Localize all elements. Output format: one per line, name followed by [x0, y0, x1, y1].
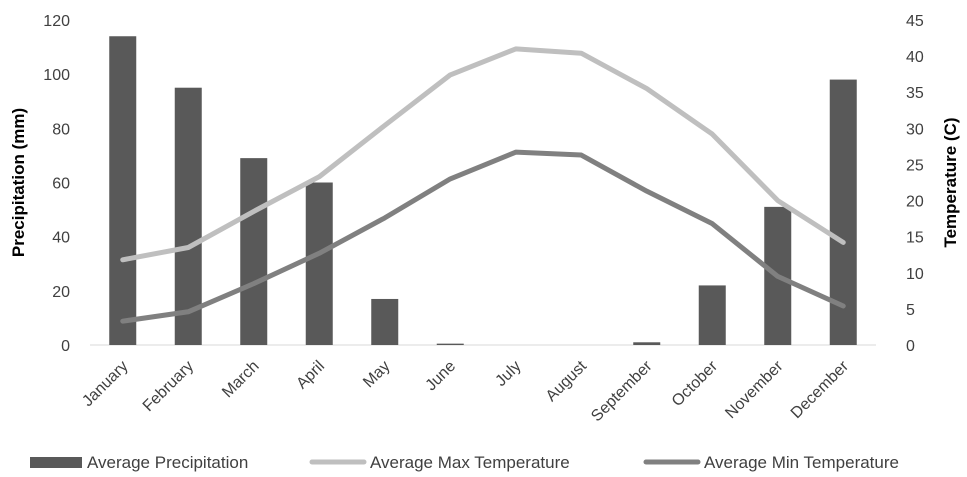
x-tick-label: January — [79, 358, 131, 410]
bar-precipitation — [240, 158, 268, 345]
x-tick-label: February — [140, 358, 197, 415]
y-left-tick-label: 20 — [52, 284, 70, 301]
y-right-tick-label: 10 — [906, 266, 924, 283]
line-max-temperature — [120, 46, 846, 263]
x-tick-label: April — [293, 358, 328, 393]
x-tick-label: May — [360, 358, 393, 391]
bar-precipitation — [698, 285, 726, 345]
y-right-tick-label: 20 — [906, 194, 924, 211]
bar-precipitation — [174, 87, 202, 345]
x-tick-label: March — [219, 358, 262, 401]
legend-min-temperature-label: Average Min Temperature — [704, 453, 899, 472]
legend-precipitation-label: Average Precipitation — [87, 453, 248, 472]
y-left-tick-label: 80 — [52, 121, 70, 138]
legend-precipitation-swatch — [30, 457, 82, 468]
x-tick-label: August — [543, 357, 591, 405]
line-min-temperature — [120, 149, 846, 324]
y-right-tick-label: 0 — [906, 338, 915, 355]
y-left-tick-label: 100 — [43, 67, 70, 84]
x-tick-label: June — [423, 358, 460, 395]
x-tick-label: December — [788, 357, 853, 422]
y-left-tick-label: 0 — [61, 338, 70, 355]
bar-precipitation — [109, 36, 137, 345]
y-right-tick-label: 45 — [906, 13, 924, 30]
y-left-tick-label: 60 — [52, 176, 70, 193]
bar-precipitation — [371, 298, 399, 345]
x-tick-label: November — [722, 357, 787, 422]
bar-precipitation — [633, 342, 661, 345]
y-right-tick-label: 5 — [906, 302, 915, 319]
x-tick-label: July — [492, 358, 524, 390]
y-right-tick-label: 35 — [906, 85, 924, 102]
y-left-axis-title: Precipitation (mm) — [9, 108, 28, 257]
y-left-tick-label: 40 — [52, 230, 70, 247]
x-tick-label: September — [588, 357, 656, 425]
y-left-tick-label: 120 — [43, 13, 70, 30]
bar-precipitation — [305, 182, 333, 345]
y-right-tick-label: 25 — [906, 157, 924, 174]
bar-precipitation — [436, 343, 464, 345]
y-right-tick-label: 40 — [906, 49, 924, 66]
y-right-tick-label: 30 — [906, 121, 924, 138]
y-right-axis-title: Temperature (C) — [941, 117, 960, 247]
x-tick-label: October — [669, 357, 722, 410]
y-right-tick-label: 15 — [906, 230, 924, 247]
legend-max-temperature-label: Average Max Temperature — [370, 453, 570, 472]
